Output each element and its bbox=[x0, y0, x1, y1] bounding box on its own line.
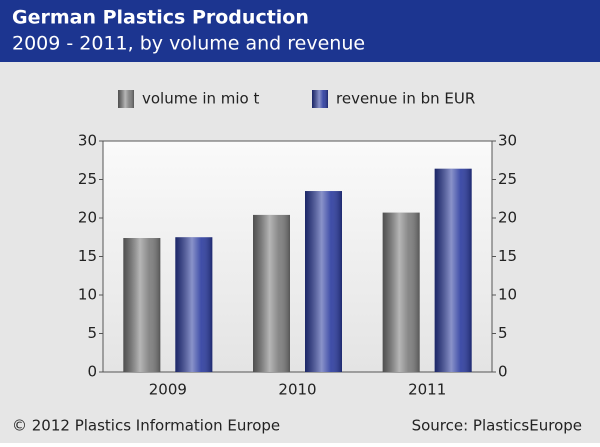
y-tick-label: 20 bbox=[78, 209, 97, 227]
chart-title: German Plastics Production bbox=[12, 7, 309, 29]
y2-tick-label: 15 bbox=[498, 247, 517, 265]
bar-shine bbox=[253, 214, 290, 372]
chart-subtitle: 2009 - 2011, by volume and revenue bbox=[12, 33, 365, 55]
header-band bbox=[0, 0, 600, 62]
bar-shine bbox=[434, 168, 472, 372]
footer-left: © 2012 Plastics Information Europe bbox=[12, 417, 280, 435]
footer-right: Source: PlasticsEurope bbox=[412, 417, 582, 435]
y-tick-label: 10 bbox=[78, 286, 97, 304]
bar-shine bbox=[305, 191, 342, 372]
y2-tick-label: 0 bbox=[498, 363, 508, 381]
bar-shine bbox=[382, 212, 420, 372]
y-tick-label: 25 bbox=[78, 170, 97, 188]
plot-area bbox=[102, 140, 493, 373]
legend-swatch-shine bbox=[118, 90, 134, 108]
y2-tick-label: 5 bbox=[498, 324, 508, 342]
x-tick-label: 2011 bbox=[408, 381, 446, 399]
x-tick-label: 2009 bbox=[149, 381, 187, 399]
y2-tick-label: 30 bbox=[498, 132, 517, 150]
y2-tick-label: 25 bbox=[498, 170, 517, 188]
bar-shine bbox=[175, 237, 213, 372]
y2-tick-label: 20 bbox=[498, 209, 517, 227]
y-tick-label: 0 bbox=[87, 363, 97, 381]
y-tick-label: 30 bbox=[78, 132, 97, 150]
legend-label: revenue in bn EUR bbox=[336, 90, 475, 108]
legend-label: volume in mio t bbox=[142, 90, 260, 108]
x-tick-label: 2010 bbox=[278, 381, 316, 399]
y-tick-label: 15 bbox=[78, 247, 97, 265]
legend-swatch-shine bbox=[312, 90, 328, 108]
bar-shine bbox=[123, 238, 161, 372]
y-tick-label: 5 bbox=[87, 324, 97, 342]
y2-tick-label: 10 bbox=[498, 286, 517, 304]
